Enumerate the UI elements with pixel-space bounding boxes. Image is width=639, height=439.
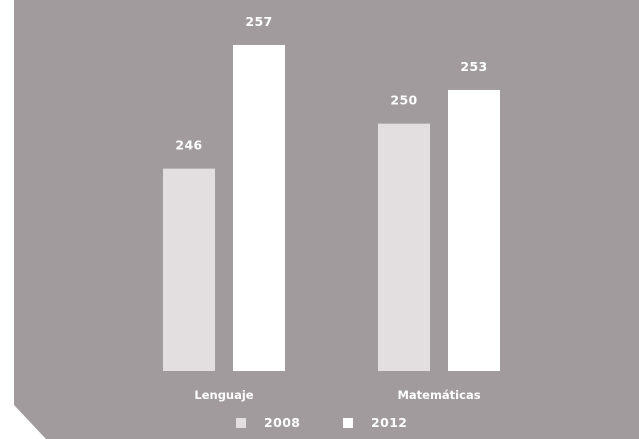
value-label-matemticas-2012: 253 <box>460 59 487 74</box>
category-label: Lenguaje <box>194 388 253 402</box>
legend-label-2008: 2008 <box>264 415 300 430</box>
bar-lenguaje-2008 <box>163 168 215 371</box>
value-label-lenguaje-2008: 246 <box>175 138 202 153</box>
bars-group <box>163 44 500 372</box>
bar-lenguaje-2012 <box>233 44 285 371</box>
legend: 2008 2012 <box>236 415 407 430</box>
legend-swatch-2008 <box>236 418 246 428</box>
legend-label-2012: 2012 <box>371 415 407 430</box>
legend-swatch-2012 <box>343 418 353 428</box>
value-label-lenguaje-2012: 257 <box>245 14 272 29</box>
category-labels-group: Lenguaje Matemáticas <box>194 388 480 402</box>
value-labels-group: 246 257 250 253 <box>175 14 487 153</box>
bar-matemticas-2008 <box>378 123 430 372</box>
chart-background <box>14 0 639 439</box>
bar-matemticas-2012 <box>448 89 500 371</box>
category-label: Matemáticas <box>397 388 480 402</box>
value-label-matemticas-2008: 250 <box>390 93 417 108</box>
